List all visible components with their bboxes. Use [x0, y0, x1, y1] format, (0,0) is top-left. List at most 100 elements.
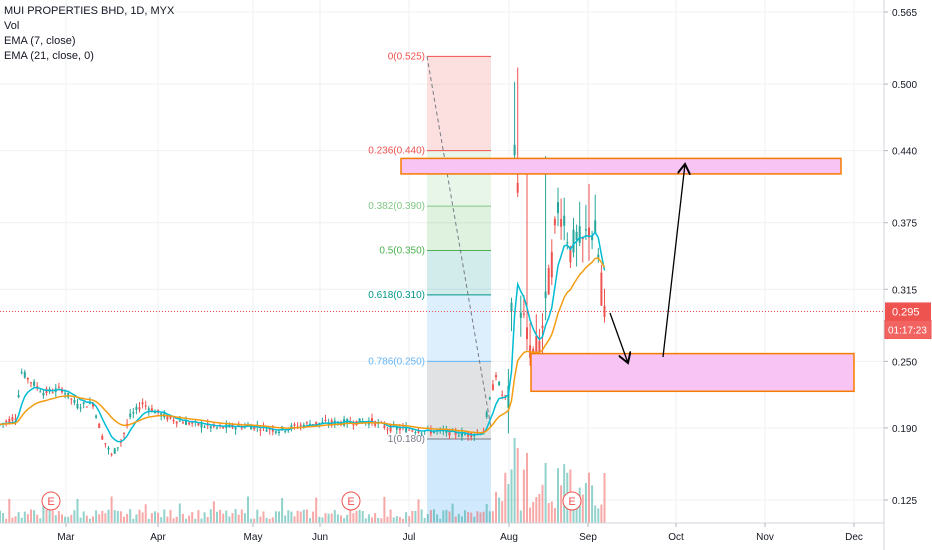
fib-band: [427, 294, 491, 362]
volume-bar: [389, 509, 392, 523]
candle-body: [123, 432, 125, 434]
candle-body: [411, 430, 414, 432]
volume-bar: [191, 512, 194, 523]
volume-bar: [597, 508, 600, 523]
volume-bar: [457, 513, 460, 523]
volume-bar: [436, 514, 439, 523]
legend-ema21[interactable]: EMA (21, close, 0): [4, 50, 94, 62]
candle-body: [507, 385, 510, 408]
volume-bar: [439, 518, 442, 523]
countdown-value: 01:17:23: [888, 325, 927, 336]
volume-bar: [560, 485, 563, 523]
candle-body: [17, 395, 20, 398]
fib-band: [427, 250, 491, 295]
volume-bar: [107, 509, 110, 523]
candle-body: [271, 428, 274, 432]
volume-bar: [352, 513, 355, 523]
candle-body: [395, 427, 398, 430]
candle-body: [107, 447, 110, 450]
candle-body: [491, 384, 494, 391]
volume-bar: [584, 483, 587, 523]
volume-bar: [160, 517, 163, 523]
candle-body: [591, 236, 594, 241]
candle-body: [488, 397, 491, 400]
candle-body: [82, 402, 85, 404]
volume-bar: [603, 473, 606, 523]
volume-bar: [178, 503, 181, 523]
symbol-title[interactable]: MUI PROPERTIES BHD, 1D, MYX: [4, 5, 175, 17]
candle-body: [8, 418, 11, 423]
candle-body: [73, 399, 76, 403]
volume-bar: [0, 510, 1, 523]
volume-bar: [8, 498, 11, 523]
volume-bar: [392, 517, 395, 523]
volume-bar: [166, 516, 169, 523]
volume-bar: [48, 510, 51, 523]
candle-body: [14, 418, 17, 420]
volume-bar: [495, 491, 497, 523]
fibonacci-retracement[interactable]: 0(0.525) 0.236(0.440) 0.382(0.390) 0.5(0.35…: [368, 51, 492, 523]
candle-body: [513, 144, 516, 156]
volume-bar: [144, 504, 147, 523]
candle-body: [405, 427, 408, 433]
volume-bar: [346, 514, 349, 523]
drawn-arrows[interactable]: [609, 164, 685, 363]
volume-bar: [349, 504, 352, 523]
candle-body: [79, 407, 82, 409]
volume-bar: [274, 511, 277, 523]
volume-bar: [26, 514, 29, 523]
volume-bar: [563, 464, 566, 523]
candle-body: [110, 454, 113, 456]
volume-bar: [88, 518, 91, 523]
volume-bar: [504, 472, 507, 523]
volume-bar: [85, 515, 88, 523]
volume-bar: [98, 514, 101, 523]
volume-bar: [340, 515, 342, 523]
candle-body: [557, 202, 559, 214]
volume-bar: [454, 516, 457, 523]
candle-body: [358, 418, 361, 424]
volume-bar: [402, 518, 404, 523]
legend-ema7[interactable]: EMA (7, close): [4, 35, 76, 47]
candle-body: [305, 422, 308, 424]
volume-bar: [2, 512, 5, 523]
time-axis[interactable]: Mar Apr May Jun Jul Aug Sep Oct Nov Dec: [0, 522, 884, 543]
volume-bar: [253, 518, 256, 523]
volume-bar: [262, 511, 265, 523]
y-tick-label: 0.315: [892, 285, 917, 296]
x-tick-label: Jul: [403, 532, 416, 543]
volume-bar: [395, 516, 398, 523]
candlesticks[interactable]: [0, 67, 606, 457]
volume-bar: [95, 510, 98, 523]
volume-bar: [380, 518, 383, 523]
candle-body: [476, 433, 479, 435]
chart-legend: MUI PROPERTIES BHD, 1D, MYX Vol EMA (7, …: [4, 4, 174, 64]
volume-bar: [429, 510, 432, 523]
candle-body: [150, 408, 153, 412]
candle-body: [519, 312, 522, 318]
candle-body: [284, 431, 287, 433]
x-tick-label: May: [244, 532, 263, 543]
drawn-zones[interactable]: [400, 157, 855, 393]
volume-bar: [293, 516, 296, 523]
candle-body: [5, 420, 8, 423]
volume-bar: [333, 510, 336, 523]
volume-bar: [101, 510, 104, 523]
candle-body: [454, 431, 457, 435]
candle-body: [448, 429, 451, 436]
y-tick-label: 0.375: [892, 219, 917, 230]
legend-vol[interactable]: Vol: [4, 20, 20, 32]
volume-bar: [79, 517, 82, 523]
volume-bar: [343, 518, 346, 523]
candle-body: [132, 412, 135, 414]
candle-body: [278, 431, 280, 434]
candle-body: [135, 406, 138, 410]
earnings-marker: [341, 491, 361, 511]
candle-body: [26, 378, 29, 380]
volume-bar: [417, 499, 420, 523]
volume-bar: [408, 516, 411, 523]
candle-body: [371, 418, 373, 423]
